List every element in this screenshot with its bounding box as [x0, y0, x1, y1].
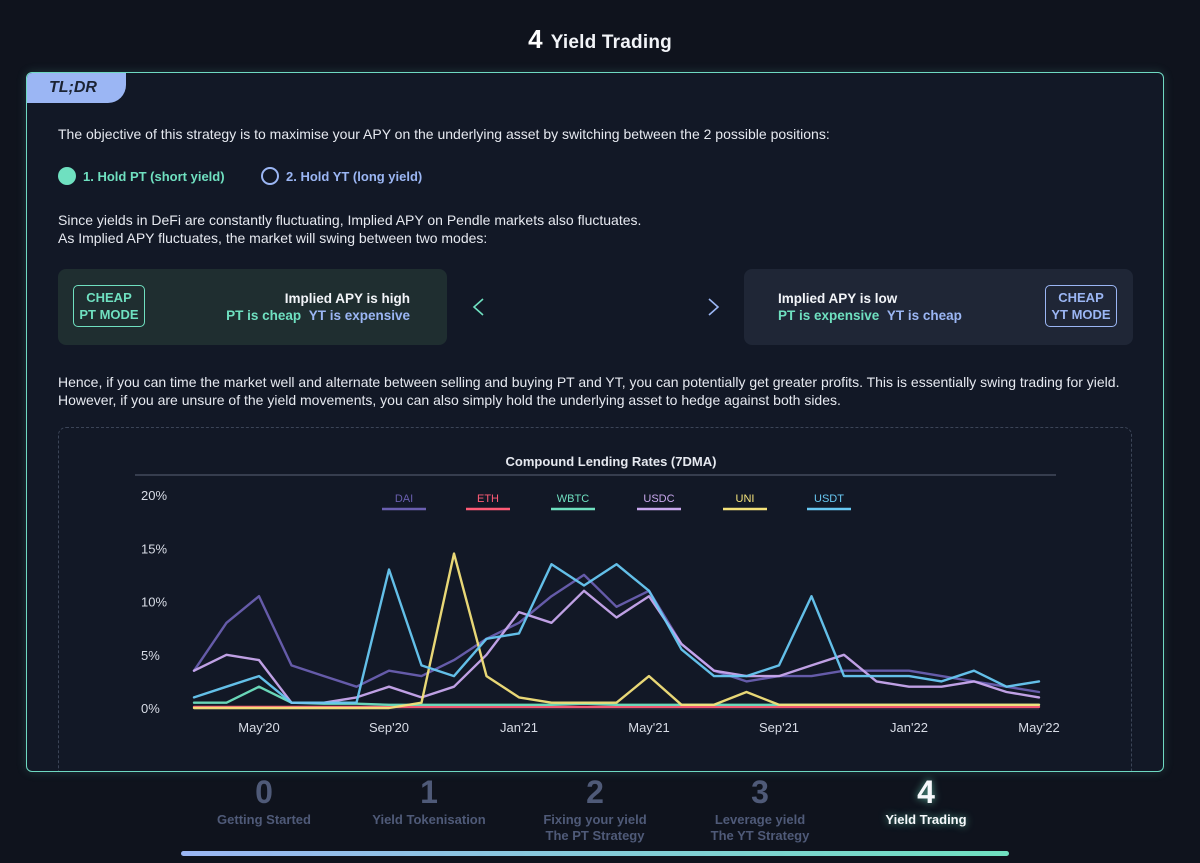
legend-wbtc: WBTC: [557, 493, 589, 505]
mode-heading: Implied APY is low: [778, 291, 898, 306]
lending-rates-chart: 0% 5% 10% 15% 20% May'20 Sep'20 Jan'21 May'21 Sep…: [135, 474, 1060, 735]
x-tick-label: Sep'21: [759, 720, 799, 735]
cheap-yt-mode-badge: CHEAP YT MODE: [1045, 285, 1117, 327]
x-tick-label: Jan'21: [500, 720, 538, 735]
yt-status: YT is cheap: [886, 308, 962, 323]
pt-status: PT is cheap: [226, 308, 302, 323]
series-line-usdc: [192, 589, 1041, 704]
page-title: 4 Yield Trading: [0, 24, 1200, 55]
legend-usdt: USDT: [814, 493, 844, 505]
empty-circle-icon: [261, 167, 279, 185]
step-number: 1: [420, 774, 438, 810]
cheap-yt-mode-card: Implied APY is low PT is expensive YT is…: [744, 269, 1133, 345]
step-label: Yield Trading: [885, 812, 967, 827]
step-3-yt-strategy[interactable]: 3 Leverage yield The YT Strategy: [677, 772, 843, 844]
y-tick-label: 0%: [141, 701, 160, 716]
badge-line2: PT MODE: [79, 307, 139, 322]
mode-description: Implied APY is low PT is expensive YT is…: [778, 290, 962, 324]
step-number: 0: [255, 774, 273, 810]
strategy-panel: TL;DR The objective of this strategy is …: [26, 72, 1164, 772]
hence-text-line2: However, if you are unsure of the yield …: [58, 392, 841, 408]
step-1-yield-tokenisation[interactable]: 1 Yield Tokenisation: [346, 772, 512, 828]
x-tick-label: Jan'22: [890, 720, 928, 735]
chart-container: Compound Lending Rates (7DMA) 0% 5% 10% 15%…: [58, 427, 1132, 771]
chart-title: Compound Lending Rates (7DMA): [505, 454, 717, 469]
position-label: 1. Hold PT (short yield): [83, 168, 225, 184]
progress-bar: [181, 851, 1009, 856]
mode-heading: Implied APY is high: [284, 291, 410, 306]
intro-text: The objective of this strategy is to max…: [58, 126, 830, 142]
legend-uni: UNI: [736, 493, 755, 505]
step-number: 2: [586, 774, 604, 810]
cheap-pt-mode-card: CHEAP PT MODE Implied APY is high PT is …: [58, 269, 447, 345]
legend-dai: DAI: [395, 493, 413, 505]
step-label: Yield Tokenisation: [372, 812, 486, 827]
legend-usdc: USDC: [643, 493, 674, 505]
double-arrow-icon: [472, 298, 720, 316]
y-tick-label: 20%: [141, 488, 167, 503]
y-tick-label: 5%: [141, 648, 160, 663]
step-number: 4: [528, 24, 543, 54]
page-title-text: Yield Trading: [550, 32, 672, 53]
step-number: 4: [917, 774, 935, 810]
hence-text-line1: Hence, if you can time the market well a…: [58, 374, 1120, 390]
fluctuation-text-line1: Since yields in DeFi are constantly fluc…: [58, 212, 642, 228]
tldr-tab: TL;DR: [27, 73, 126, 103]
step-sublabel: The YT Strategy: [710, 828, 810, 843]
badge-line2: YT MODE: [1051, 307, 1111, 322]
series-line-dai: [192, 573, 1041, 694]
step-2-pt-strategy[interactable]: 2 Fixing your yield The PT Strategy: [512, 772, 678, 844]
yt-status: YT is expensive: [308, 308, 410, 323]
x-tick-label: May'22: [1018, 720, 1060, 735]
fluctuation-text-line2: As Implied APY fluctuates, the market wi…: [58, 230, 488, 246]
position-hold-yt[interactable]: 2. Hold YT (long yield): [261, 167, 422, 185]
badge-line1: CHEAP: [1058, 290, 1104, 305]
filled-circle-icon: [58, 167, 76, 185]
x-tick-label: May'20: [238, 720, 280, 735]
cheap-pt-mode-badge: CHEAP PT MODE: [73, 285, 145, 327]
y-tick-label: 10%: [141, 595, 167, 610]
y-tick-label: 15%: [141, 541, 167, 556]
x-tick-label: May'21: [628, 720, 670, 735]
step-label: Fixing your yield: [543, 812, 647, 827]
series-line-usdt: [192, 562, 1041, 704]
pt-status: PT is expensive: [778, 308, 880, 323]
step-label: Getting Started: [217, 812, 311, 827]
legend-eth: ETH: [477, 493, 499, 505]
mode-description: Implied APY is high PT is cheap YT is ex…: [226, 290, 410, 324]
step-4-yield-trading[interactable]: 4 Yield Trading: [843, 772, 1009, 828]
position-label: 2. Hold YT (long yield): [286, 168, 423, 184]
step-0-getting-started[interactable]: 0 Getting Started: [181, 772, 347, 828]
step-label: Leverage yield: [714, 812, 806, 827]
step-number: 3: [751, 774, 769, 810]
x-tick-label: Sep'20: [369, 720, 409, 735]
step-navigation: 0 Getting Started 1 Yield Tokenisation 2…: [0, 772, 1200, 863]
step-sublabel: The PT Strategy: [545, 828, 645, 843]
series-line-uni: [192, 552, 1041, 710]
position-hold-pt[interactable]: 1. Hold PT (short yield): [58, 167, 225, 185]
badge-line1: CHEAP: [86, 290, 132, 305]
